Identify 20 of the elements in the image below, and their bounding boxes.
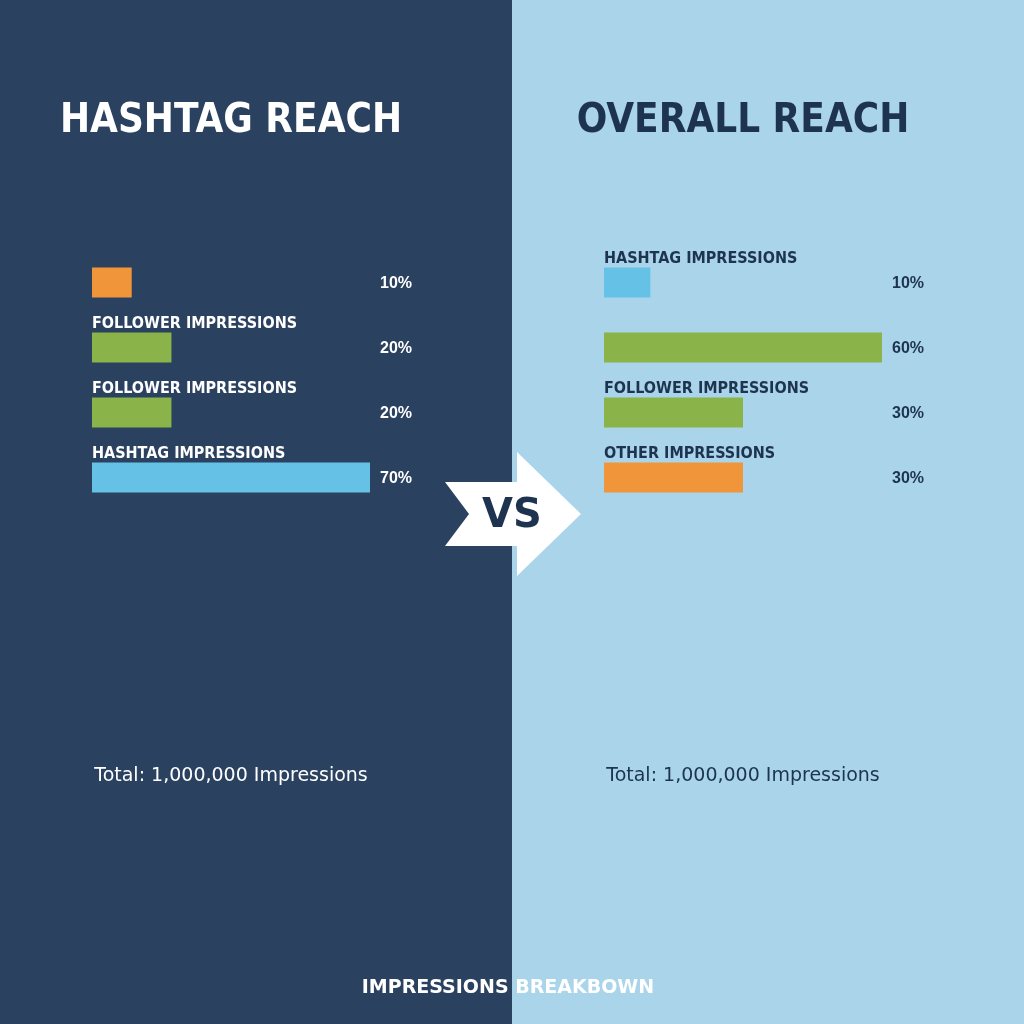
y-tick-label: HASHTAG IMPRESSIONS: [604, 247, 798, 267]
text: Total: 1,000,000 Impressions: [94, 763, 368, 785]
y-tick-label: HASHTAG IMPRESSIONS: [92, 442, 286, 462]
y-tick-label: OTHER IMPRESSIONS: [604, 442, 776, 462]
y-tick-label: FOLLOWER IMPRESSIONS: [604, 377, 810, 397]
text: Total: 1,000,000 Impressions: [606, 763, 880, 785]
text: IMPRESSIONS BREAKBOWN: [361, 975, 655, 997]
data-label: 30%: [892, 468, 925, 486]
y-tick-label: FOLLOWER IMPRESSIONS: [92, 312, 298, 332]
data-label: 30%: [892, 403, 925, 421]
data-label: 10%: [892, 273, 925, 291]
data-label: 20%: [380, 403, 413, 421]
chart-title: HASHTAG REACH: [59, 94, 403, 141]
data-label: 60%: [892, 338, 925, 356]
y-tick-label: FOLLOWER IMPRESSIONS: [92, 377, 298, 397]
chart-title: OVERALL REACH: [576, 94, 910, 141]
data-label: 20%: [380, 338, 413, 356]
data-label: 70%: [380, 468, 413, 486]
data-label: 10%: [380, 273, 413, 291]
text: VS: [482, 490, 542, 536]
